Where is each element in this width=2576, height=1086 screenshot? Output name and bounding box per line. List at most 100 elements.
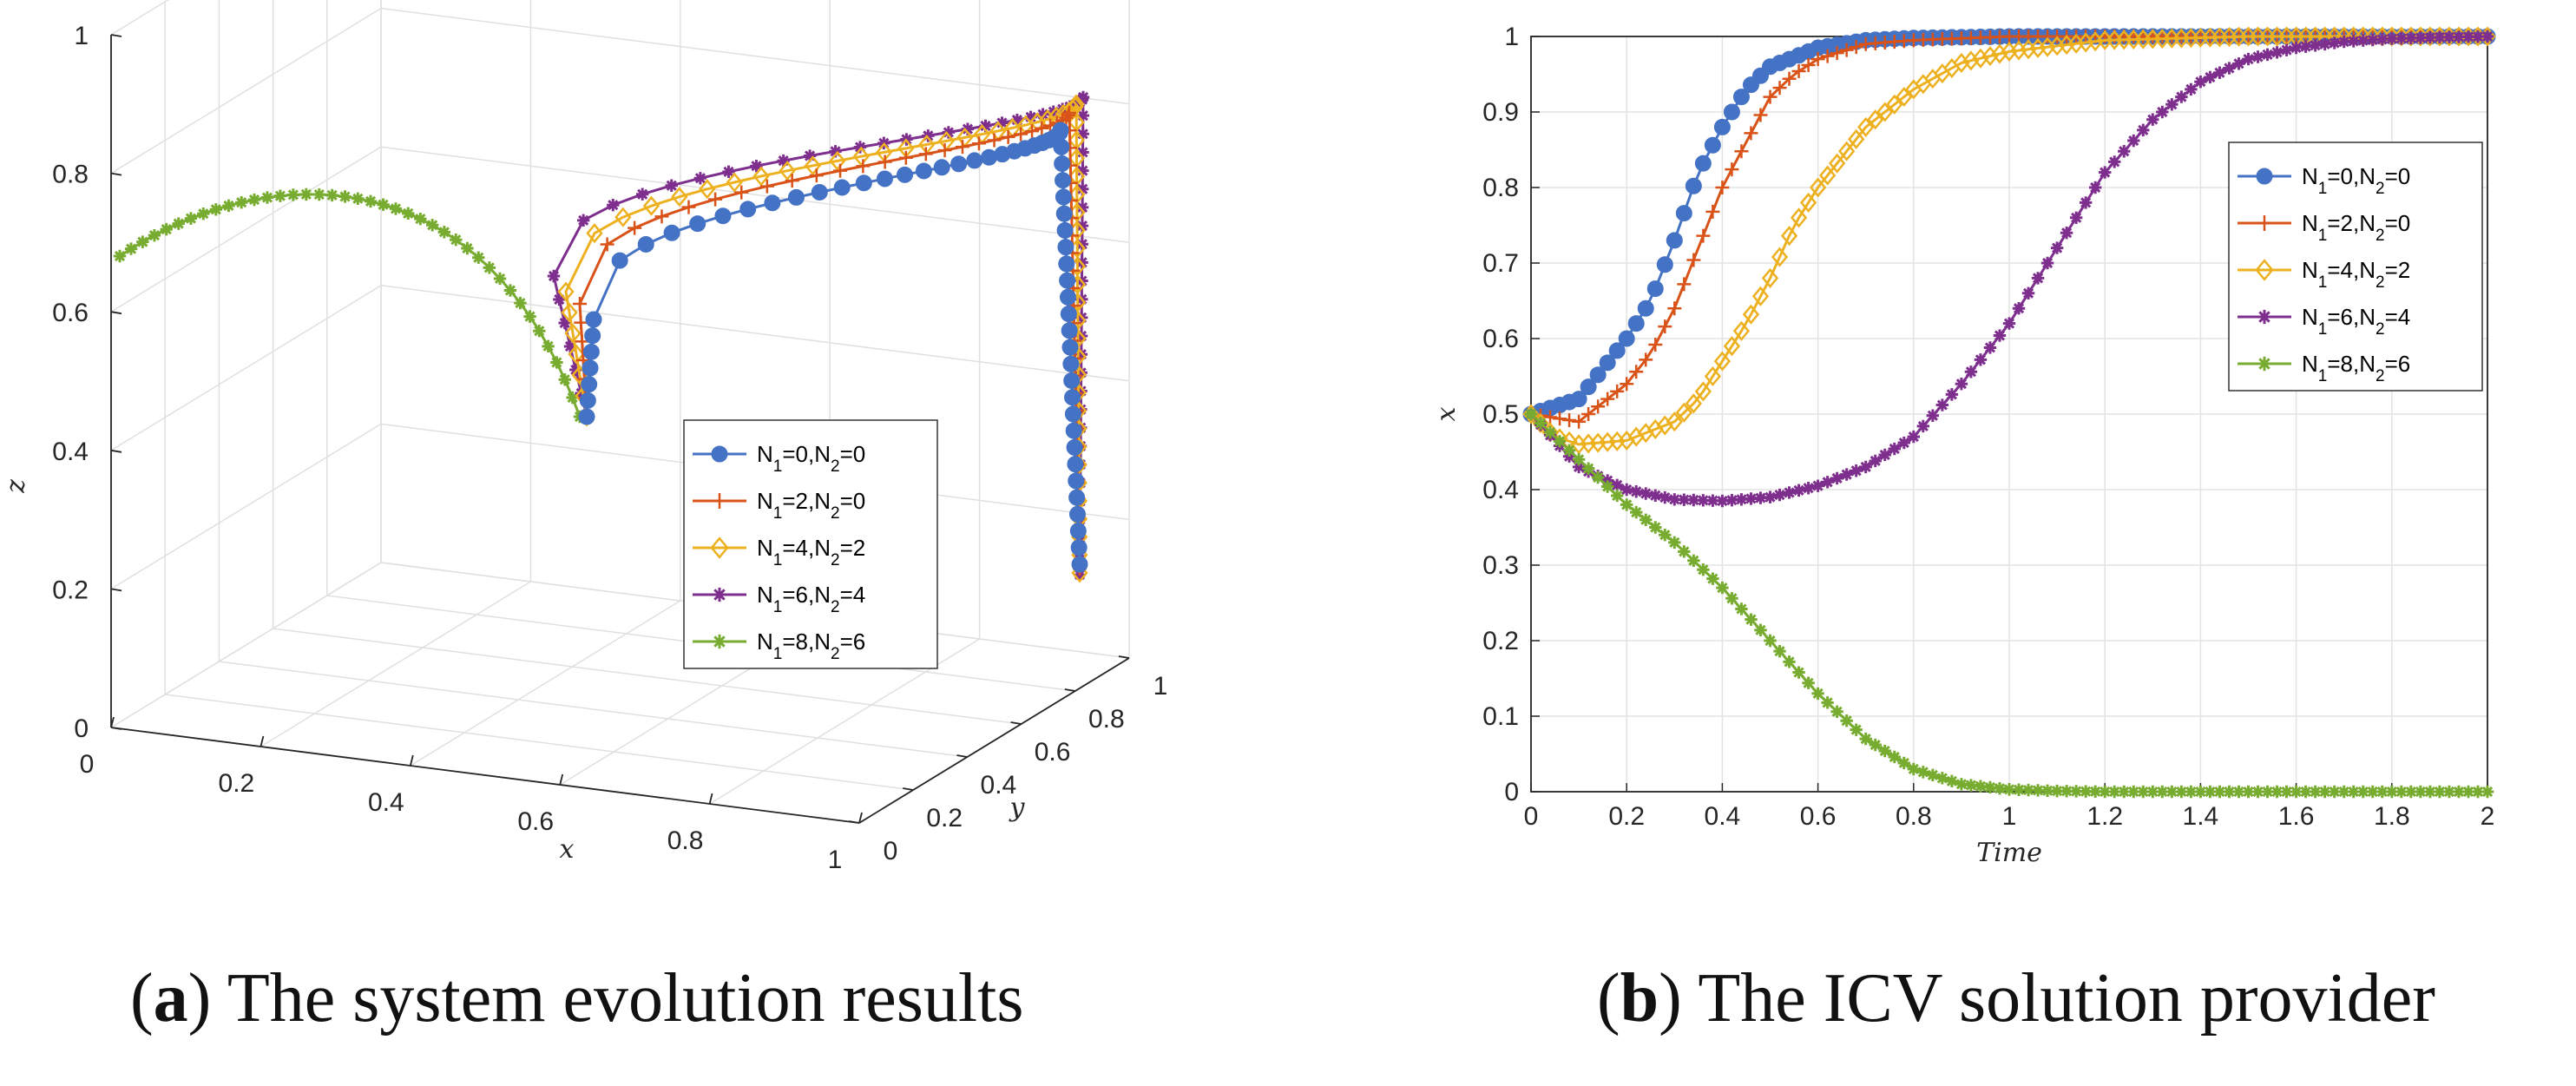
chart-a-point-s1-22 <box>955 140 969 155</box>
chart-b-point-s3-91 <box>2395 32 2408 45</box>
chart-b-point-s1-26 <box>1772 81 1787 95</box>
chart-b-point-s3-13 <box>1649 489 1662 502</box>
chart-b-point-s4-47 <box>1974 780 1988 793</box>
chart-b-point-s2-29 <box>1799 192 1817 213</box>
chart-b-point-s3-36 <box>1869 454 1882 468</box>
chart-a-point-s3-35 <box>1076 109 1090 122</box>
chart-a-point-s4-23 <box>325 188 338 202</box>
chart-a-legend-marker-4 <box>712 634 727 649</box>
chart-a-point-s3-8 <box>607 199 620 212</box>
chart-b-point-s3-84 <box>2328 36 2341 49</box>
chart-b-point-s4-1 <box>1534 417 1548 430</box>
chart-b-point-s4-84 <box>2328 785 2341 799</box>
chart-a-floor-grid-x-2 <box>410 600 681 767</box>
chart-b-point-s2-18 <box>1694 381 1712 402</box>
chart-a-legend-label-4: N1=8,N2=6 <box>757 629 865 663</box>
chart-b-point-s1-28 <box>1791 64 1806 79</box>
chart-a-ztick-mark-5 <box>110 34 122 37</box>
chart-a-point-s0-57 <box>1068 505 1086 523</box>
chart-a-ytick-mark-3 <box>1010 721 1022 725</box>
chart-a-ztick-label-5: 1 <box>74 22 89 50</box>
chart-a-point-s4-31 <box>222 199 235 213</box>
chart-b-point-s1-32 <box>1830 46 1844 61</box>
chart-b-point-s1-4 <box>1562 412 1577 427</box>
chart-a-legend-label-1: N1=2,N2=0 <box>757 488 865 523</box>
chart-a-point-s0-34 <box>1052 122 1069 139</box>
chart-a-backwall-grid-z-2 <box>380 285 1130 382</box>
chart-a-point-s1-18 <box>877 155 892 169</box>
chart-b-ytick-label-7: 0.7 <box>1482 249 1519 278</box>
chart-b-point-s3-86 <box>2347 35 2360 48</box>
chart-a-point-s2-11 <box>699 179 716 200</box>
chart-b-point-s4-79 <box>2280 785 2293 799</box>
chart-a-point-s4-19 <box>377 198 390 211</box>
chart-a-legend-marker-1 <box>712 493 727 509</box>
chart-a-point-s1-5 <box>574 315 588 330</box>
chart-b-point-s1-14 <box>1658 319 1672 334</box>
chart-a-point-s4-11 <box>472 251 485 264</box>
chart-b-point-s3-45 <box>1955 378 1968 391</box>
chart-b-point-s4-26 <box>1773 644 1786 658</box>
chart-a-point-s2-10 <box>671 187 688 207</box>
chart-b-point-s2-39 <box>1896 87 1913 108</box>
chart-a-ztick-label-2: 0.4 <box>52 438 89 466</box>
chart-b-point-s4-18 <box>1697 563 1710 576</box>
chart-b-point-s3-37 <box>1878 448 1891 462</box>
chart-a-leftwall-grid-z-4 <box>110 7 382 174</box>
chart-b-point-s4-32 <box>1830 705 1843 718</box>
chart-a-point-s0-17 <box>855 174 872 192</box>
chart-b-point-s4-80 <box>2290 785 2303 799</box>
chart-b-point-s3-57 <box>2069 211 2083 224</box>
chart-b-point-s3-44 <box>1945 388 1959 401</box>
chart-a-point-s4-6 <box>523 310 536 323</box>
chart-b-point-s1-15 <box>1667 301 1682 316</box>
chart-a-ytick-mark-4 <box>1064 688 1075 692</box>
chart-b-point-s3-48 <box>1983 341 1997 354</box>
chart-a-point-s4-18 <box>389 202 403 215</box>
chart-b-point-s4-29 <box>1802 676 1815 689</box>
chart-b-point-s0-12 <box>1637 299 1654 317</box>
chart-b-point-s4-45 <box>1955 778 1968 791</box>
chart-b-point-s4-22 <box>1735 602 1748 615</box>
chart-a-point-s1-12 <box>734 185 749 200</box>
chart-b-point-s4-21 <box>1725 592 1738 605</box>
chart-b-point-s2-24 <box>1751 286 1770 306</box>
chart-b-point-s2-48 <box>1981 46 1999 67</box>
chart-b-point-s0-20 <box>1713 118 1731 135</box>
chart-b-ytick-label-3: 0.3 <box>1482 551 1519 580</box>
chart-a-point-s3-25 <box>1010 113 1024 127</box>
chart-b-ytick-label-8: 0.8 <box>1482 174 1519 202</box>
chart-a-point-s3-27 <box>1036 108 1049 121</box>
chart-a-point-s3-11 <box>693 172 707 185</box>
chart-b-point-s1-27 <box>1782 71 1797 86</box>
chart-a-point-s3-22 <box>961 122 975 135</box>
chart-b-point-s4-65 <box>2146 785 2159 799</box>
chart-b-point-s3-28 <box>1792 484 1805 497</box>
chart-a-floor-grid-y-3 <box>273 628 1022 725</box>
chart-b-xlabel: Time <box>1976 838 2042 868</box>
chart-a-point-s0-11 <box>714 207 732 225</box>
chart-a-point-s4-4 <box>542 339 555 353</box>
chart-b-point-s3-77 <box>2261 48 2274 62</box>
chart-b-point-s1-7 <box>1591 399 1606 414</box>
chart-b-point-s4-74 <box>2232 785 2245 799</box>
chart-b-point-s4-64 <box>2137 785 2150 799</box>
chart-b-point-s3-95 <box>2433 30 2447 44</box>
chart-b-point-s3-46 <box>1964 365 1978 378</box>
chart-a-point-s2-7 <box>586 223 603 244</box>
chart-a-point-s4-37 <box>148 228 161 242</box>
chart-a-point-s1-7 <box>600 237 614 252</box>
chart-a-point-s1-14 <box>785 174 799 188</box>
chart-b-ytick-label-4: 0.4 <box>1482 476 1519 504</box>
chart-b-ytick-label-9: 0.9 <box>1482 98 1519 127</box>
chart-b-point-s4-94 <box>2423 785 2437 799</box>
chart-a-point-s0-19 <box>896 166 913 183</box>
chart-b-point-s4-52 <box>2021 783 2035 797</box>
chart-b-xtick-label-4: 0.8 <box>1896 802 1932 831</box>
chart-a-point-s0-9 <box>663 224 680 241</box>
chart-b-point-s4-27 <box>1783 655 1796 668</box>
chart-a-point-s3-2 <box>569 363 582 377</box>
chart-a-ztick-mark-3 <box>110 311 122 315</box>
chart-a-point-s3-49 <box>1074 366 1088 379</box>
chart-b-point-s4-73 <box>2223 785 2236 799</box>
